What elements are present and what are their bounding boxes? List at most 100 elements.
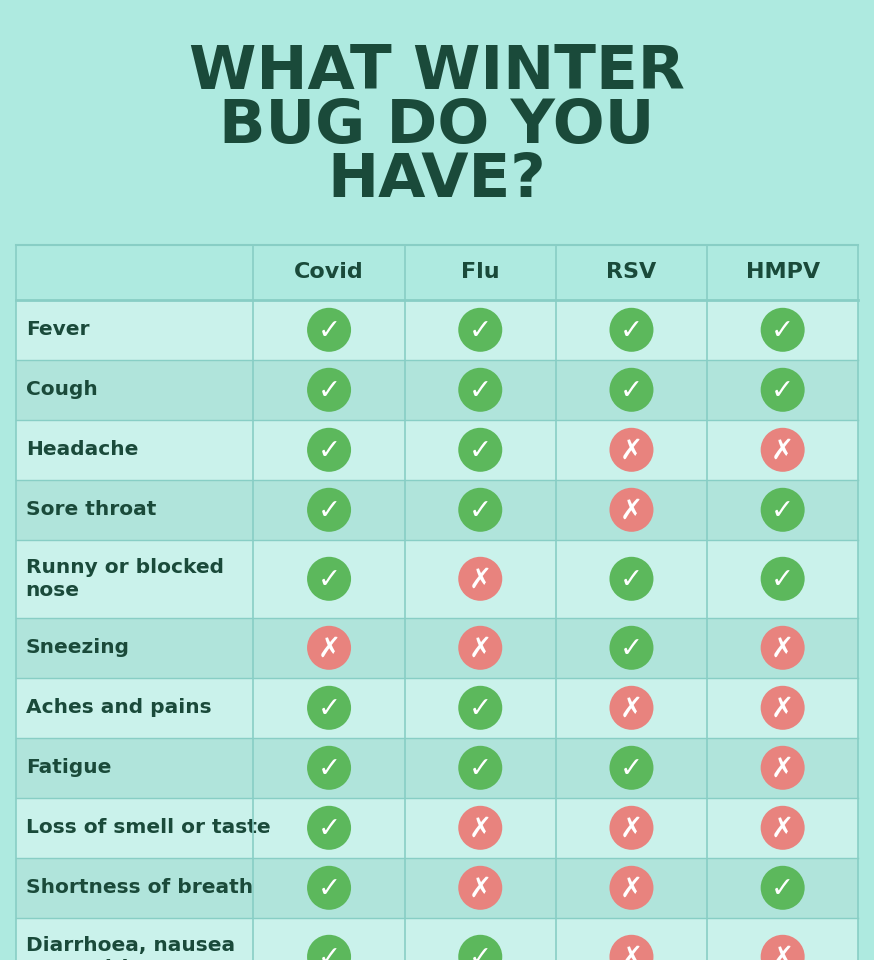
Text: Shortness of breath: Shortness of breath	[25, 878, 253, 898]
Text: ✗: ✗	[620, 497, 643, 525]
Text: ✓: ✓	[317, 815, 341, 843]
Text: ✗: ✗	[771, 695, 794, 723]
FancyBboxPatch shape	[16, 480, 858, 540]
Text: ✓: ✓	[468, 497, 492, 525]
FancyBboxPatch shape	[16, 245, 858, 300]
FancyBboxPatch shape	[16, 540, 858, 618]
FancyBboxPatch shape	[16, 678, 858, 738]
Text: ✓: ✓	[317, 497, 341, 525]
Text: ✓: ✓	[317, 317, 341, 345]
Text: ✓: ✓	[620, 565, 643, 594]
Circle shape	[307, 805, 351, 850]
Text: Headache: Headache	[25, 441, 138, 459]
Circle shape	[307, 368, 351, 412]
Circle shape	[760, 866, 805, 910]
Circle shape	[458, 866, 503, 910]
Text: WHAT WINTER: WHAT WINTER	[189, 43, 685, 102]
Text: ✗: ✗	[620, 437, 643, 465]
Text: HAVE?: HAVE?	[328, 151, 546, 210]
Text: ✓: ✓	[468, 376, 492, 405]
Text: ✗: ✗	[620, 944, 643, 960]
Text: ✗: ✗	[468, 875, 492, 902]
Circle shape	[760, 935, 805, 960]
Text: ✓: ✓	[771, 565, 794, 594]
FancyBboxPatch shape	[16, 420, 858, 480]
Circle shape	[307, 626, 351, 670]
FancyBboxPatch shape	[16, 618, 858, 678]
Text: ✓: ✓	[771, 317, 794, 345]
FancyBboxPatch shape	[16, 738, 858, 798]
Text: ✗: ✗	[468, 565, 492, 594]
Text: Fatigue: Fatigue	[25, 758, 111, 778]
Circle shape	[609, 557, 654, 601]
Text: ✗: ✗	[771, 635, 794, 662]
Text: ✓: ✓	[468, 437, 492, 465]
Text: Cough: Cough	[25, 380, 98, 399]
Circle shape	[609, 866, 654, 910]
Text: ✗: ✗	[771, 437, 794, 465]
Circle shape	[609, 368, 654, 412]
Text: ✓: ✓	[771, 875, 794, 902]
Text: ✓: ✓	[620, 317, 643, 345]
FancyBboxPatch shape	[16, 300, 858, 360]
Circle shape	[458, 557, 503, 601]
Text: Runny or blocked
nose: Runny or blocked nose	[25, 558, 224, 600]
Circle shape	[307, 746, 351, 790]
Circle shape	[458, 488, 503, 532]
Text: Flu: Flu	[461, 262, 500, 282]
Text: ✗: ✗	[771, 944, 794, 960]
Text: Diarrhoea, nausea
or vomiting: Diarrhoea, nausea or vomiting	[25, 936, 235, 960]
Text: ✗: ✗	[468, 815, 492, 843]
Circle shape	[307, 488, 351, 532]
FancyBboxPatch shape	[16, 360, 858, 420]
Circle shape	[458, 935, 503, 960]
Text: ✗: ✗	[620, 875, 643, 902]
Text: Loss of smell or taste: Loss of smell or taste	[25, 818, 270, 837]
Circle shape	[307, 557, 351, 601]
Text: Aches and pains: Aches and pains	[25, 698, 212, 717]
Text: Fever: Fever	[25, 321, 89, 339]
Text: ✗: ✗	[620, 695, 643, 723]
Circle shape	[760, 805, 805, 850]
Circle shape	[760, 368, 805, 412]
Circle shape	[760, 308, 805, 351]
Circle shape	[307, 935, 351, 960]
Text: RSV: RSV	[607, 262, 656, 282]
Text: ✓: ✓	[620, 755, 643, 782]
Text: ✓: ✓	[620, 635, 643, 662]
FancyBboxPatch shape	[16, 858, 858, 918]
FancyBboxPatch shape	[16, 918, 858, 960]
Circle shape	[458, 805, 503, 850]
Text: Covid: Covid	[295, 262, 364, 282]
Text: ✓: ✓	[317, 437, 341, 465]
Circle shape	[609, 626, 654, 670]
Text: ✓: ✓	[317, 565, 341, 594]
Text: HMPV: HMPV	[746, 262, 820, 282]
Circle shape	[609, 685, 654, 730]
Circle shape	[609, 308, 654, 351]
Circle shape	[458, 746, 503, 790]
Text: ✓: ✓	[317, 376, 341, 405]
Text: ✗: ✗	[771, 755, 794, 782]
Text: ✗: ✗	[317, 635, 341, 662]
Circle shape	[307, 866, 351, 910]
Text: ✓: ✓	[468, 317, 492, 345]
Text: ✓: ✓	[317, 944, 341, 960]
FancyBboxPatch shape	[16, 798, 858, 858]
Circle shape	[609, 746, 654, 790]
Circle shape	[760, 626, 805, 670]
Circle shape	[458, 368, 503, 412]
Text: Sneezing: Sneezing	[25, 638, 129, 658]
Circle shape	[609, 428, 654, 471]
Circle shape	[760, 557, 805, 601]
Text: ✓: ✓	[468, 755, 492, 782]
Text: BUG DO YOU: BUG DO YOU	[219, 97, 655, 156]
Circle shape	[458, 308, 503, 351]
Circle shape	[307, 428, 351, 471]
Text: ✗: ✗	[771, 815, 794, 843]
Text: ✓: ✓	[317, 695, 341, 723]
Text: ✓: ✓	[468, 695, 492, 723]
Text: Sore throat: Sore throat	[25, 500, 156, 519]
Text: ✓: ✓	[771, 497, 794, 525]
Text: ✗: ✗	[620, 815, 643, 843]
